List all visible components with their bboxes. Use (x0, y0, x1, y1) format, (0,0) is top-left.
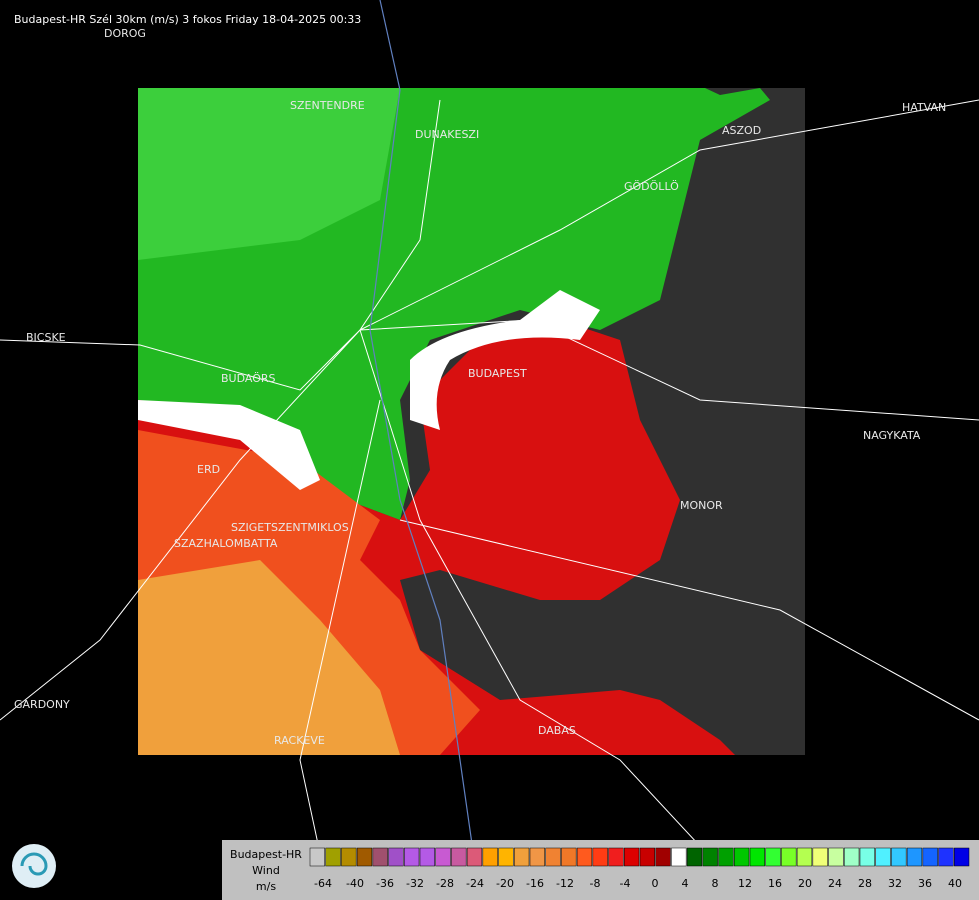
legend-swatch (608, 847, 624, 867)
legend-tick-label: 16 (768, 877, 782, 890)
legend-swatch (781, 847, 797, 867)
light-green-zone (138, 88, 400, 260)
legend-tick-label: -36 (376, 877, 394, 890)
legend-swatch (796, 847, 813, 867)
place-label: SZENTENDRE (290, 99, 365, 112)
legend-swatch (309, 847, 325, 867)
legend-swatch (325, 847, 341, 867)
place-label: DABAS (538, 724, 576, 737)
legend-swatch (906, 847, 923, 867)
legend-tick-label: 12 (738, 877, 752, 890)
legend-tick-label: -24 (466, 877, 484, 890)
legend-swatch (938, 847, 954, 867)
legend-swatch (828, 847, 844, 867)
legend-swatch (356, 847, 373, 867)
legend-tick-label: 28 (858, 877, 872, 890)
legend-tick-label: 0 (652, 877, 659, 890)
legend-tick-label: -12 (556, 877, 574, 890)
legend-swatch (954, 847, 970, 867)
place-label: ERD (197, 463, 220, 476)
place-label: SZAZHALOMBATTA (174, 537, 278, 550)
legend-swatch (765, 847, 781, 867)
legend-swatch (529, 847, 545, 867)
legend-swatch (624, 847, 640, 867)
legend-swatch (702, 847, 718, 867)
legend-tick-label: 24 (828, 877, 842, 890)
legend-tick-label: -28 (436, 877, 454, 890)
legend-tick-label: 20 (798, 877, 812, 890)
legend-swatch (671, 847, 687, 867)
legend: Budapest-HR Wind m/s -64 -40 -36 -32 -28 -24-… (222, 840, 979, 900)
legend-swatch (466, 847, 483, 867)
legend-swatch (639, 847, 655, 867)
legend-tick-label: -32 (406, 877, 424, 890)
roads (0, 99, 979, 900)
legend-swatch (514, 847, 530, 867)
legend-tick-label: -16 (526, 877, 544, 890)
legend-tick-label: 32 (888, 877, 902, 890)
legend-title: Budapest-HR (230, 848, 302, 861)
legend-swatch (404, 847, 420, 867)
legend-swatch (482, 847, 498, 867)
legend-swatch (451, 847, 467, 867)
river (369, 0, 481, 900)
legend-swatch (372, 847, 388, 867)
legend-title: Wind (252, 864, 280, 877)
place-label: DUNAKESZI (415, 128, 479, 141)
legend-tick-label: 4 (682, 877, 689, 890)
legend-swatch (592, 847, 608, 867)
legend-swatch (655, 847, 671, 867)
legend-swatch (341, 847, 357, 867)
legend-swatch (545, 847, 561, 867)
legend-tick-label: -40 (346, 877, 364, 890)
legend-swatch (844, 847, 860, 867)
legend-tick-label: 36 (918, 877, 932, 890)
legend-tick-label: 40 (948, 877, 962, 890)
legend-tick-label: 8 (712, 877, 719, 890)
legend-swatch (419, 847, 435, 867)
legend-title: m/s (256, 880, 276, 893)
legend-swatch (435, 847, 451, 867)
place-label: BICSKE (26, 331, 66, 344)
place-label: DOROG (104, 27, 146, 40)
legend-tick-label: -64 (314, 877, 332, 890)
legend-swatch (749, 847, 765, 867)
legend-swatch (922, 847, 938, 867)
legend-swatch (388, 847, 404, 867)
legend-swatch (875, 847, 891, 867)
legend-swatch (859, 847, 875, 867)
orange-zone (138, 560, 400, 755)
place-label: HATVAN (902, 101, 946, 114)
place-label: MONOR (680, 499, 723, 512)
legend-swatch (686, 847, 703, 867)
place-label: ASZOD (722, 124, 761, 137)
white-zone (410, 290, 600, 430)
legend-tick-label: -4 (620, 877, 631, 890)
legend-tick-label: -20 (496, 877, 514, 890)
legend-swatch (812, 847, 828, 867)
place-label: GARDONY (14, 698, 70, 711)
legend-swatch (576, 847, 593, 867)
place-label: NAGYKATA (863, 429, 921, 442)
place-label: GÖDÖLLÖ (624, 180, 679, 193)
place-label: RACKEVE (274, 734, 325, 747)
place-label: SZIGETSZENTMIKLOS (231, 521, 349, 534)
place-label: BUDAPEST (468, 367, 527, 380)
legend-tick-label: -8 (590, 877, 601, 890)
place-label: BUDAÖRS (221, 372, 276, 385)
title: Budapest-HR Szél 30km (m/s) 3 fokos Frid… (14, 13, 361, 26)
legend-swatch (498, 847, 514, 867)
legend-swatch (891, 847, 907, 867)
legend-swatch (561, 847, 577, 867)
legend-swatch (718, 847, 734, 867)
legend-swatch (734, 847, 750, 867)
logo (12, 844, 56, 888)
logo-swirl (20, 852, 48, 876)
